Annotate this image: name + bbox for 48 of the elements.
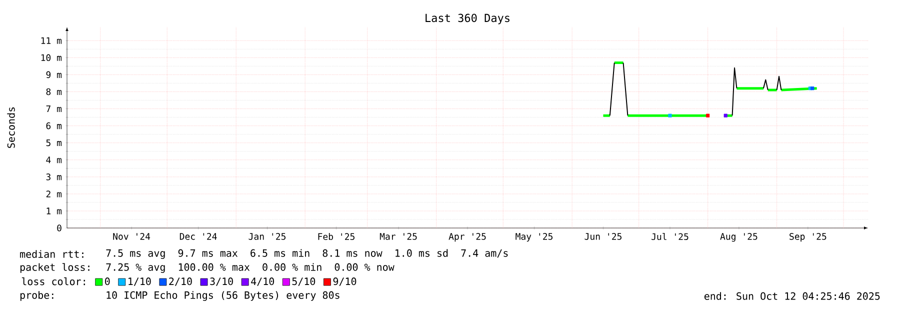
x-tick-label: Nov '24 (113, 233, 150, 240)
x-tick-label: Jan '25 (248, 233, 286, 240)
text: probe: (20, 291, 54, 301)
x-tick-label: Dec '24 (180, 233, 217, 240)
y-tick-label: 2 m (46, 190, 62, 198)
x-tick-label: Mar '25 (380, 233, 417, 240)
y-tick-label: 8 m (46, 88, 62, 96)
legend-label: 9/10 (333, 278, 356, 286)
text: 100.00 % max (178, 263, 250, 271)
text: 1.0 ms sd (396, 249, 448, 257)
text: 0.00 % min (262, 263, 322, 271)
y-tick-label: 4 m (46, 156, 62, 164)
text: 8.1 ms now (322, 249, 382, 257)
legend-title: loss color: (22, 277, 85, 286)
y-tick-label: 9 m (46, 71, 62, 78)
x-tick-label: Aug '25 (720, 233, 758, 242)
x-tick-label: Feb '25 (318, 233, 354, 240)
text: 9.7 ms max (178, 249, 238, 257)
y-tick-label: 1 m (46, 208, 62, 214)
text: end: Sun Oct 12 04:25:46 2025 (704, 292, 880, 300)
x-tick-label: Jul '25 (652, 233, 688, 240)
text: 7.5 ms avg (106, 249, 165, 259)
x-tick-label: Jun '25 (584, 233, 622, 240)
text: 0.00 % now (334, 263, 394, 271)
x-tick-label: Apr '25 (448, 233, 486, 242)
x-tick-label: May '25 (516, 233, 553, 242)
text: 10 ICMP Echo Pings (56 Bytes) every 80s (106, 291, 340, 301)
y-tick-label: 7 m (46, 105, 62, 112)
legend-label: 4/10 (251, 278, 274, 286)
legend-label: 2/10 (169, 278, 192, 286)
legend-label: 3/10 (210, 278, 233, 286)
text: packet loss: (20, 263, 90, 273)
y-tick-label: 6 m (46, 122, 62, 130)
x-tick-label: Sep '25 (790, 233, 826, 242)
text: 7.25 % avg (106, 263, 165, 273)
y-tick-label: 3 m (46, 173, 62, 180)
y-tick-label: 11 m (41, 37, 62, 44)
legend-label: 0 (105, 278, 110, 286)
text: median rtt: (20, 250, 84, 258)
y-tick-label: 0 (57, 224, 62, 232)
legend-label: 1/10 (128, 278, 151, 286)
y-tick-label: 10 m (41, 54, 62, 62)
y-axis-title: Seconds (7, 107, 15, 148)
text: 7.4 am/s (461, 249, 508, 258)
legend-label: 5/10 (292, 278, 316, 286)
text: 6.5 ms min (250, 249, 310, 257)
y-tick-label: 5 m (46, 139, 62, 146)
chart-title: Last 360 Days (426, 14, 510, 24)
